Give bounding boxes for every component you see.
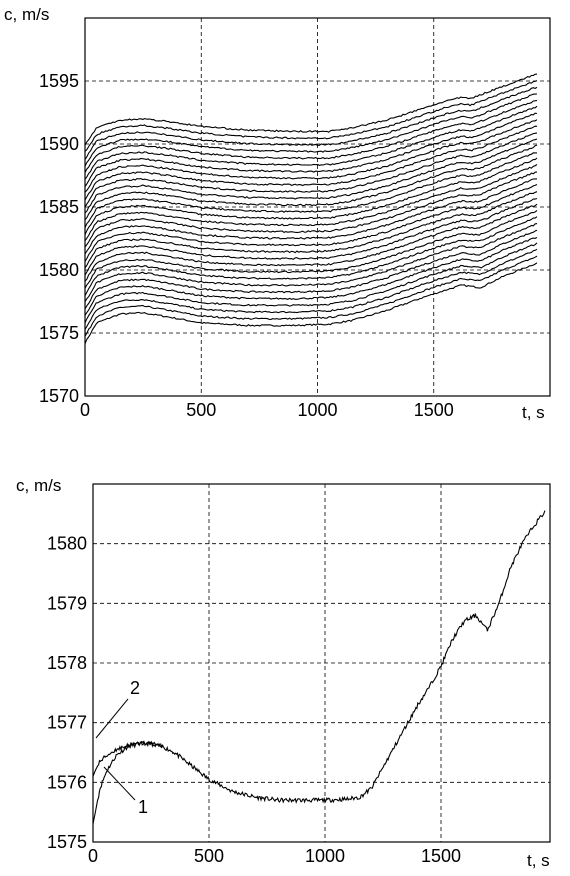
measurement-curve (84, 93, 538, 167)
measurement-curve (84, 132, 538, 208)
top-tick-labels: 0 500 1000 1500 1570 1575 1580 1585 1590 1595 (39, 71, 454, 420)
measurement-curve (84, 112, 538, 188)
y-tick-label: 1575 (39, 323, 79, 343)
measurement-curve (84, 171, 538, 248)
x-tick-label: 0 (80, 400, 90, 420)
measurement-curve (84, 99, 538, 173)
measurement-curve (84, 223, 538, 302)
measurement-curve (84, 138, 538, 214)
y-tick-label: 1575 (47, 832, 87, 852)
series-1-line (92, 510, 546, 825)
series-2-callout-line (95, 698, 129, 739)
chart-top: 0 500 1000 1500 1570 1575 1580 1585 1590 1595 c, … (4, 5, 551, 422)
x-tick-label: 1500 (421, 846, 461, 866)
y-tick-label: 1580 (39, 260, 79, 280)
measurement-curve (84, 73, 538, 146)
series-2-line (92, 740, 164, 777)
y-tick-label: 1570 (39, 386, 79, 406)
series-1-callout-line (103, 766, 136, 801)
bottom-x-axis-label: t, s (527, 851, 550, 870)
bottom-series-group (92, 510, 546, 825)
y-tick-label: 1576 (47, 772, 87, 792)
bottom-tick-labels: 0 500 1000 1500 1575 1576 1577 1578 1579 1580 (47, 534, 461, 866)
chart-bottom: 0 500 1000 1500 1575 1576 1577 1578 1579 1580 c, … (16, 476, 551, 870)
measurement-curve (84, 178, 537, 255)
measurement-curve (84, 152, 537, 228)
measurement-curve (84, 105, 538, 180)
top-x-axis-label: t, s (522, 403, 545, 422)
measurement-curve (84, 229, 538, 310)
measurement-curve (84, 262, 538, 345)
measurement-curve (84, 86, 538, 160)
measurement-curve (84, 80, 538, 152)
measurement-curve (84, 184, 538, 262)
x-tick-label: 1000 (305, 846, 345, 866)
x-tick-label: 0 (88, 846, 98, 866)
series-1-callout-label: 1 (138, 797, 148, 817)
bottom-plot-frame (92, 483, 551, 843)
measurement-curve (84, 197, 538, 276)
y-tick-label: 1580 (47, 534, 87, 554)
measurement-curve (84, 216, 538, 296)
top-y-axis-label-text: c, m/s (4, 5, 49, 24)
x-tick-label: 500 (194, 846, 224, 866)
y-tick-label: 1590 (39, 134, 79, 154)
measurement-curve (84, 191, 538, 269)
y-tick-label: 1578 (47, 653, 87, 673)
y-tick-label: 1595 (39, 71, 79, 91)
measurement-curve (84, 144, 538, 221)
y-tick-label: 1585 (39, 197, 79, 217)
measurement-curve (84, 209, 538, 289)
measurement-curve (84, 203, 538, 282)
bottom-gridlines (93, 484, 550, 842)
measurement-curve (84, 248, 538, 330)
y-tick-label: 1579 (47, 593, 87, 613)
measurement-curve (84, 125, 538, 201)
measurement-curve (84, 157, 538, 235)
x-tick-label: 500 (186, 400, 216, 420)
x-tick-label: 1000 (297, 400, 337, 420)
measurement-curve (84, 255, 538, 337)
measurement-curve (84, 164, 538, 242)
series-2-callout-label: 2 (130, 678, 140, 698)
measurement-curve (84, 242, 538, 324)
measurement-curve (84, 119, 538, 193)
x-tick-label: 1500 (414, 400, 454, 420)
top-series-group (84, 73, 538, 345)
measurement-curve (84, 237, 538, 316)
bottom-y-axis-label: c, m/s (16, 476, 61, 495)
top-gridlines (85, 18, 550, 396)
y-tick-label: 1577 (47, 713, 87, 733)
